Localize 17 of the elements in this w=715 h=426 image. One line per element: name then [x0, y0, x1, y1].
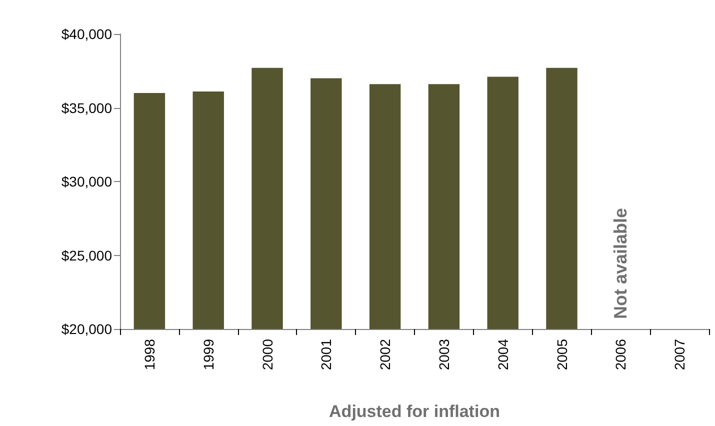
- x-tick-label: 2005: [554, 338, 570, 370]
- x-tick-label: 2001: [318, 338, 334, 370]
- y-tick-label: $40,000: [61, 26, 112, 42]
- x-tick-label: 2003: [436, 338, 452, 370]
- y-tick-label: $20,000: [61, 321, 112, 337]
- y-tick-label: $35,000: [61, 100, 112, 116]
- x-axis-title: Adjusted for inflation: [329, 402, 500, 421]
- x-tick-label: 2006: [612, 338, 629, 370]
- annotation: Not available: [610, 208, 631, 319]
- x-tick-label: 2004: [494, 338, 511, 370]
- x-tick-label: 1999: [200, 338, 216, 370]
- y-tick-label: $25,000: [61, 247, 112, 264]
- y-tick-label: $30,000: [61, 174, 112, 190]
- x-tick-label: 2000: [259, 338, 276, 370]
- x-tick-label: 1998: [141, 338, 158, 370]
- x-tick-label: 2002: [377, 338, 394, 370]
- x-tick-label: 2007: [672, 338, 688, 370]
